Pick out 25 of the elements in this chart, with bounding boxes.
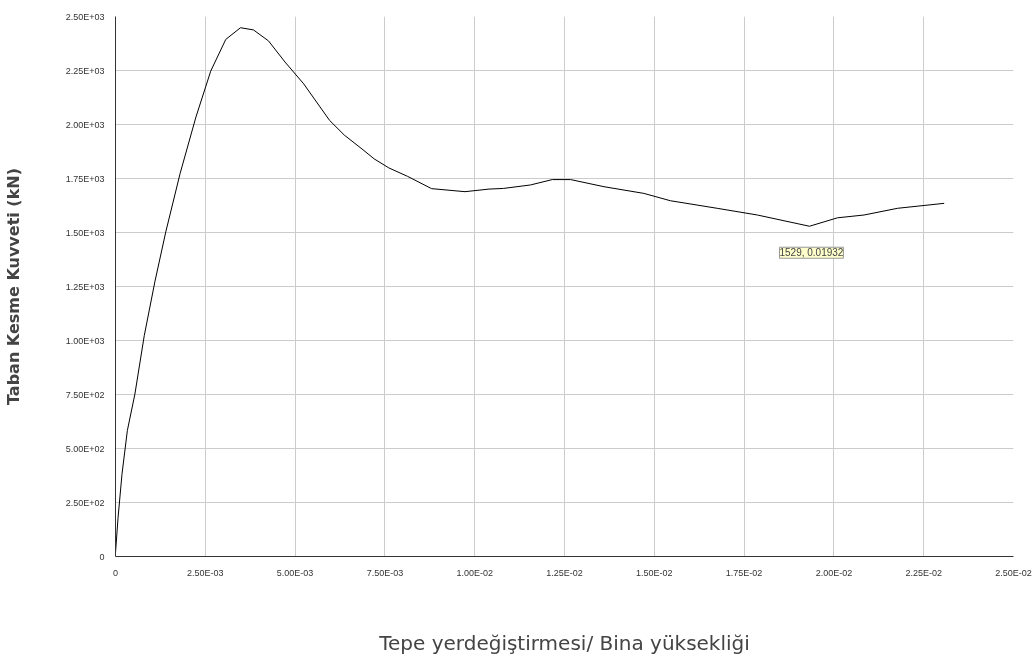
- x-tick-label: 1.00E-02: [456, 567, 493, 578]
- y-tick-label: 5.00E+02: [65, 443, 105, 454]
- y-tick-label: 7.50E+02: [65, 389, 105, 400]
- y-tick-label: 2.25E+03: [65, 65, 105, 76]
- x-tick-label: 0: [113, 567, 119, 578]
- x-tick-label: 2.25E-02: [905, 567, 942, 578]
- x-tick-label: 2.50E-03: [187, 567, 224, 578]
- x-tick-label: 1.25E-02: [546, 567, 583, 578]
- x-tick-label: 1.50E-02: [636, 567, 673, 578]
- x-tick-label: 2.00E-02: [815, 567, 853, 578]
- x-axis-title: Tepe yerdeğiştirmesi/ Bina yüksekliği: [378, 630, 750, 655]
- x-tick-label: 1.75E-02: [725, 567, 763, 578]
- x-tick-label: 5.00E-03: [276, 567, 314, 578]
- y-tick-label: 1.50E+03: [65, 227, 105, 238]
- y-axis-title: Taban Kesme Kuvveti (kN): [3, 167, 23, 406]
- y-tick-label: 1.75E+03: [65, 173, 105, 184]
- y-tick-label: 2.50E+03: [65, 11, 105, 22]
- annotation: 1529, 0.01932: [779, 247, 844, 259]
- y-tick-label: 2.00E+03: [65, 119, 105, 130]
- y-tick-label: 1.25E+03: [65, 281, 105, 292]
- x-tick-label: 7.50E-03: [366, 567, 404, 578]
- y-tick-label: 2.50E+02: [65, 497, 105, 508]
- x-tick-label: 2.50E-02: [995, 567, 1032, 578]
- y-tick-label: 0: [99, 551, 105, 562]
- y-tick-label: 1.00E+03: [65, 335, 105, 346]
